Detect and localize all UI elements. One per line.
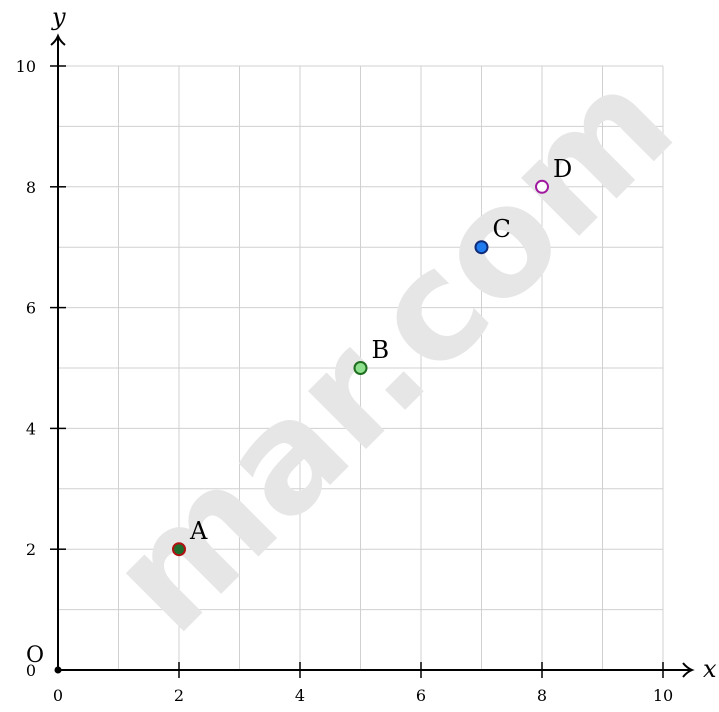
point-c [474,240,489,255]
x-tick-label: 2 [174,686,184,705]
y-tick-label: 6 [26,299,36,318]
y-tick-label: 2 [26,540,36,559]
point-label-d: D [553,155,572,183]
axes [50,33,695,678]
watermark: mar.com [77,37,706,666]
y-tick-label: 8 [26,178,36,197]
point-label-a: A [189,517,208,545]
x-tick-label: 0 [53,686,63,705]
grid [58,65,664,670]
data-points: A B C D [172,155,572,557]
origin-label: O [26,643,44,668]
point-a [172,542,186,557]
x-axis-arrow [682,662,695,678]
point-d [535,179,549,194]
y-tick-label: 10 [16,57,36,76]
origin-dot [54,666,62,674]
x-tick-label: 4 [295,686,305,705]
y-tick-label: 0 [26,661,36,680]
x-tick-label: 10 [653,686,673,705]
point-label-b: B [372,336,390,364]
y-axis-title: y [51,3,66,31]
ticks: 0 2 4 6 8 10 0 2 4 6 8 10 [16,57,674,705]
point-label-c: C [493,215,511,243]
y-tick-label: 4 [26,419,36,438]
x-axis-title: x [703,655,717,683]
x-tick-label: 6 [416,686,426,705]
x-tick-label: 8 [537,686,547,705]
point-b [353,361,368,375]
y-axis-arrow [50,33,66,46]
